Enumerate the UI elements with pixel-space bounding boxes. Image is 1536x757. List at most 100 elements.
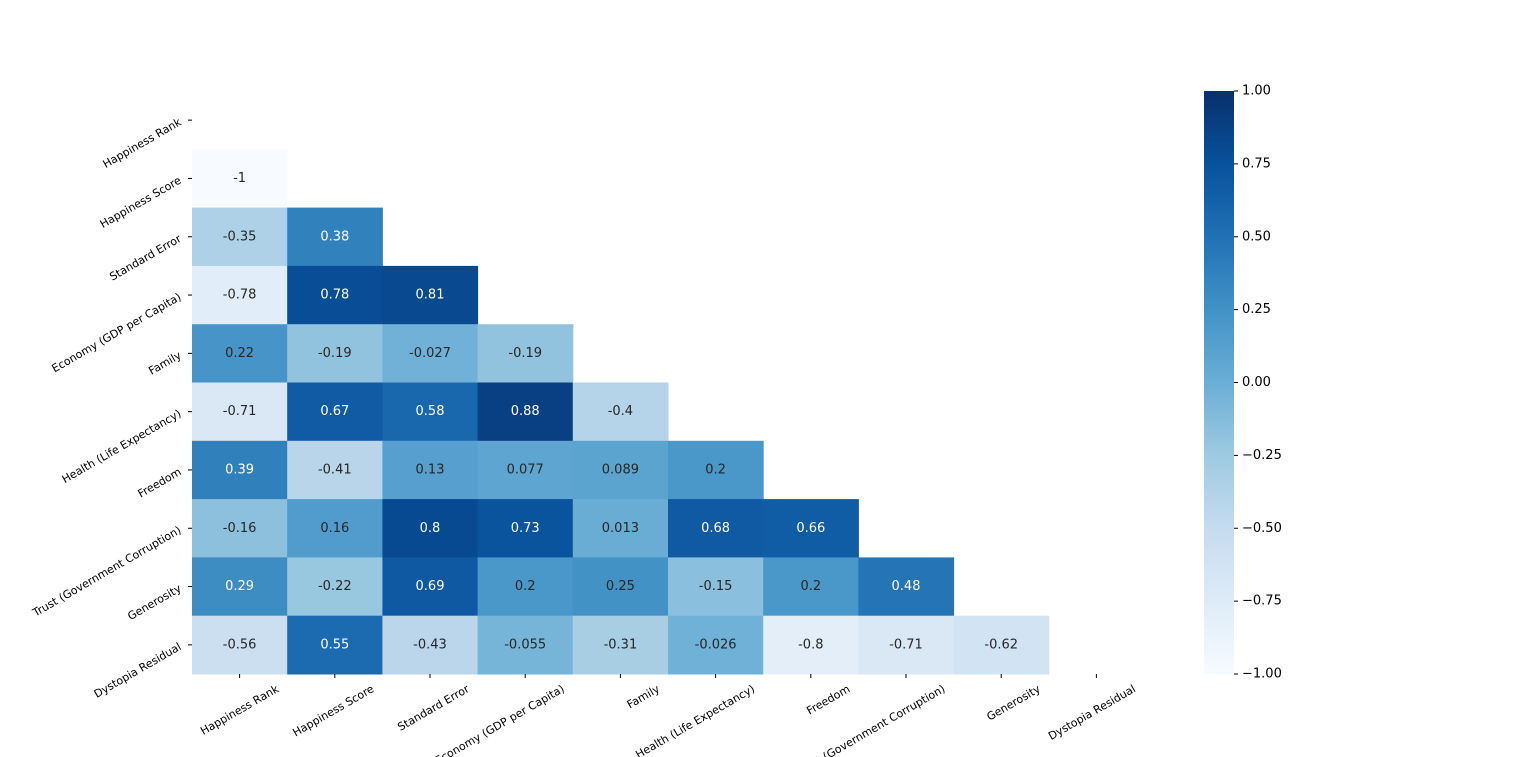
colorbar-tick-label: −0.25 (1242, 448, 1282, 463)
y-tick-label: Standard Error (107, 232, 184, 284)
heatmap-cell (572, 557, 669, 617)
heatmap-cell-label: 0.78 (320, 288, 349, 303)
colorbar-tick-label: 0.50 (1242, 229, 1271, 244)
heatmap-cell-label: 0.089 (602, 462, 639, 477)
heatmap-cell-label: 0.66 (796, 521, 825, 536)
heatmap-cell-label: 0.38 (320, 229, 349, 244)
heatmap-cell-label: -0.19 (318, 346, 352, 361)
heatmap-cell (287, 499, 383, 558)
heatmap-cell-label: -0.026 (695, 637, 737, 652)
heatmap-cell-label: 0.58 (416, 404, 445, 419)
x-tick-label: Freedom (804, 682, 852, 717)
y-tick-label: Freedom (136, 465, 184, 500)
x-tick-label: Family (625, 682, 663, 711)
heatmap-cell (192, 207, 288, 267)
heatmap-cell (382, 440, 479, 500)
heatmap-cell-label: 0.2 (515, 579, 536, 594)
heatmap-cell-label: 0.39 (225, 462, 254, 477)
heatmap-cell-label: -0.19 (508, 346, 542, 361)
x-tick-label: Trust (Government Corruption) (794, 682, 948, 757)
heatmap-cell (668, 557, 764, 617)
heatmap-cell-label: -1 (233, 171, 246, 186)
x-tick-label: Generosity (985, 682, 1044, 723)
heatmap-cell-label: 0.67 (320, 404, 349, 419)
heatmap-cell (287, 324, 383, 383)
heatmap-cell (382, 499, 479, 558)
heatmap-cell-label: 0.22 (225, 346, 254, 361)
colorbar-tick-label: 0.00 (1242, 375, 1271, 390)
heatmap-cell (192, 149, 288, 209)
heatmap-cell-label: -0.78 (223, 288, 257, 303)
y-tick-label: Happiness Rank (101, 115, 184, 171)
heatmap-cell (477, 382, 574, 442)
heatmap-cell (192, 265, 288, 325)
heatmap-cell-label: 0.25 (606, 579, 635, 594)
heatmap-cell-label: 0.2 (800, 579, 821, 594)
colorbar-tick-label: 0.75 (1242, 156, 1271, 171)
heatmap-cell (287, 265, 383, 325)
heatmap-cell-label: 0.88 (511, 404, 540, 419)
heatmap-cell (382, 557, 479, 617)
heatmap-cell-label: -0.56 (223, 637, 257, 652)
heatmap-cell (572, 382, 669, 442)
heatmap-cell-label: 0.2 (705, 462, 726, 477)
heatmap-cell (382, 324, 479, 383)
heatmap-cell (668, 440, 764, 500)
y-tick-label: Generosity (125, 582, 184, 623)
heatmap-cell (192, 324, 288, 383)
heatmap-cell (192, 499, 288, 558)
heatmap-cell (477, 615, 574, 675)
x-tick-label: Happiness Score (291, 682, 377, 739)
heatmap-cell (668, 615, 764, 675)
heatmap-cell (287, 440, 383, 500)
x-axis: Happiness Rank Happiness Score Standard Er… (198, 674, 1138, 757)
colorbar-tick-label: 1.00 (1242, 84, 1271, 99)
heatmap-cell-label: -0.15 (699, 579, 733, 594)
heatmap-cell-label: -0.71 (223, 404, 257, 419)
heatmap-cell-label: -0.71 (889, 637, 923, 652)
heatmap-cell (192, 615, 288, 675)
colorbar-tick-label: 0.25 (1242, 302, 1271, 317)
heatmap-cell-label: 0.13 (416, 462, 445, 477)
heatmap-cell-label: -0.31 (604, 637, 638, 652)
heatmap-cell-label: 0.8 (420, 521, 441, 536)
heatmap-cell (382, 615, 479, 675)
heatmap-cell (192, 557, 288, 617)
heatmap-cell-label: -0.62 (984, 637, 1018, 652)
heatmap-cell (953, 615, 1050, 675)
heatmap-cell (287, 382, 383, 442)
heatmap-cell (287, 207, 383, 267)
heatmap-cell-label: 0.81 (416, 288, 445, 303)
heatmap-cell-label: -0.43 (413, 637, 447, 652)
heatmap-cell (192, 382, 288, 442)
heatmap-cell (192, 440, 288, 500)
heatmap-cell (477, 499, 574, 558)
heatmap-cell (572, 499, 669, 558)
heatmap-cell-label: 0.29 (225, 579, 254, 594)
colorbar-tick-label: −0.50 (1242, 521, 1282, 536)
heatmap-cell (287, 557, 383, 617)
y-tick-label: Dystopia Residual (92, 640, 184, 701)
heatmap-cell-label: -0.41 (318, 462, 352, 477)
colorbar: 1.00 0.75 0.50 0.25 0.00 −0.25 −0.50 −0.75 −1.00 (1204, 84, 1282, 682)
x-tick-label: Dystopia Residual (1046, 682, 1138, 743)
heatmap-cell (572, 615, 669, 675)
heatmap-cell-label: -0.8 (798, 637, 823, 652)
heatmap-cell-label: 0.013 (602, 521, 639, 536)
heatmap-cell (477, 324, 574, 383)
heatmap-cell-label: -0.055 (504, 637, 546, 652)
x-tick-label: Happiness Rank (198, 682, 281, 738)
heatmap-cell-label: -0.027 (409, 346, 451, 361)
heatmap-cell (858, 557, 955, 617)
heatmap-cell (763, 615, 859, 675)
heatmap-cell-label: -0.4 (608, 404, 633, 419)
heatmap-cell (477, 440, 574, 500)
heatmap-cell (382, 265, 479, 325)
heatmap-cell (477, 557, 574, 617)
heatmap-cell-label: -0.35 (223, 229, 257, 244)
heatmap-cell-label: 0.55 (320, 637, 349, 652)
colorbar-tick-label: −0.75 (1242, 594, 1282, 609)
heatmap-cell (763, 557, 859, 617)
